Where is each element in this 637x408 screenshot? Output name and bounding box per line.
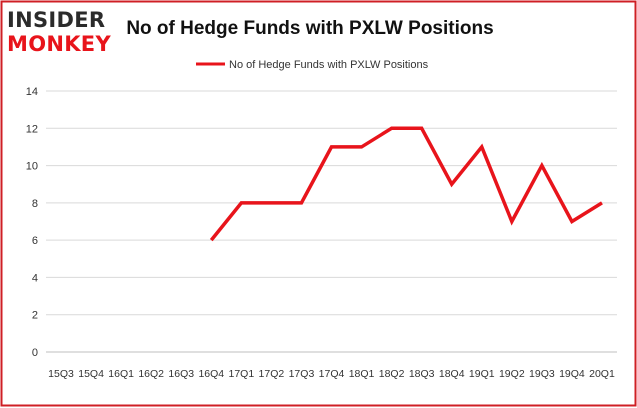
x-tick-label: 19Q4 [559,368,585,380]
y-tick-label: 8 [32,198,38,210]
chart-title: No of Hedge Funds with PXLW Positions [126,18,493,39]
x-tick-label: 19Q2 [499,368,525,380]
y-tick-label: 6 [32,235,38,247]
x-tick-label: 17Q3 [289,368,315,380]
y-tick-label: 14 [26,86,38,98]
x-tick-label: 19Q1 [469,368,495,380]
legend: No of Hedge Funds with PXLW Positions [196,59,429,71]
x-tick-label: 16Q3 [168,368,194,380]
y-tick-label: 0 [32,347,38,359]
logo-insider: INSIDER [7,8,105,32]
x-tick-label: 15Q3 [48,368,74,380]
y-tick-label: 4 [32,272,38,284]
x-tick-label: 16Q2 [138,368,164,380]
x-tick-label: 18Q4 [439,368,465,380]
legend-label: No of Hedge Funds with PXLW Positions [229,59,429,71]
series-path [209,126,603,242]
y-axis-ticks: 0 2 4 6 8 10 12 14 [26,86,38,359]
insider-monkey-logo: INSIDER MONKEY [7,8,111,56]
x-tick-label: 20Q1 [589,368,615,380]
y-tick-label: 12 [26,123,38,135]
x-axis-ticks: 15Q3 15Q4 16Q1 16Q2 16Q3 16Q4 17Q1 17Q2 17Q3 17Q4… [48,368,615,380]
x-tick-label: 19Q3 [529,368,555,380]
x-tick-label: 17Q1 [228,368,254,380]
x-tick-label: 18Q3 [409,368,435,380]
logo-monkey: MONKEY [7,32,111,56]
series-line [209,126,603,242]
x-tick-label: 18Q2 [379,368,405,380]
x-tick-label: 17Q4 [319,368,345,380]
x-tick-label: 18Q1 [349,368,375,380]
y-tick-label: 2 [32,310,38,322]
x-tick-label: 16Q1 [108,368,134,380]
x-tick-label: 17Q2 [259,368,285,380]
y-tick-label: 10 [26,161,38,173]
x-tick-label: 15Q4 [78,368,104,380]
x-tick-label: 16Q4 [198,368,224,380]
